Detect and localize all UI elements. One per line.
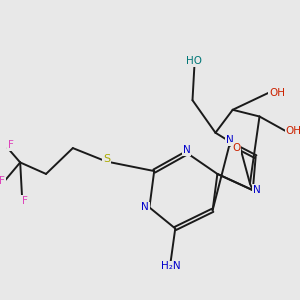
Text: S: S (103, 154, 110, 164)
Text: OH: OH (269, 88, 285, 98)
Text: N: N (253, 185, 261, 195)
Text: H₂N: H₂N (161, 261, 180, 272)
Text: HO: HO (186, 56, 203, 67)
Text: OH: OH (285, 126, 300, 136)
Text: F: F (8, 140, 14, 150)
Text: F: F (22, 196, 28, 206)
Text: N: N (183, 145, 190, 155)
Text: N: N (141, 202, 149, 212)
Text: N: N (226, 135, 234, 146)
Text: F: F (0, 176, 5, 186)
Text: O: O (232, 143, 240, 153)
